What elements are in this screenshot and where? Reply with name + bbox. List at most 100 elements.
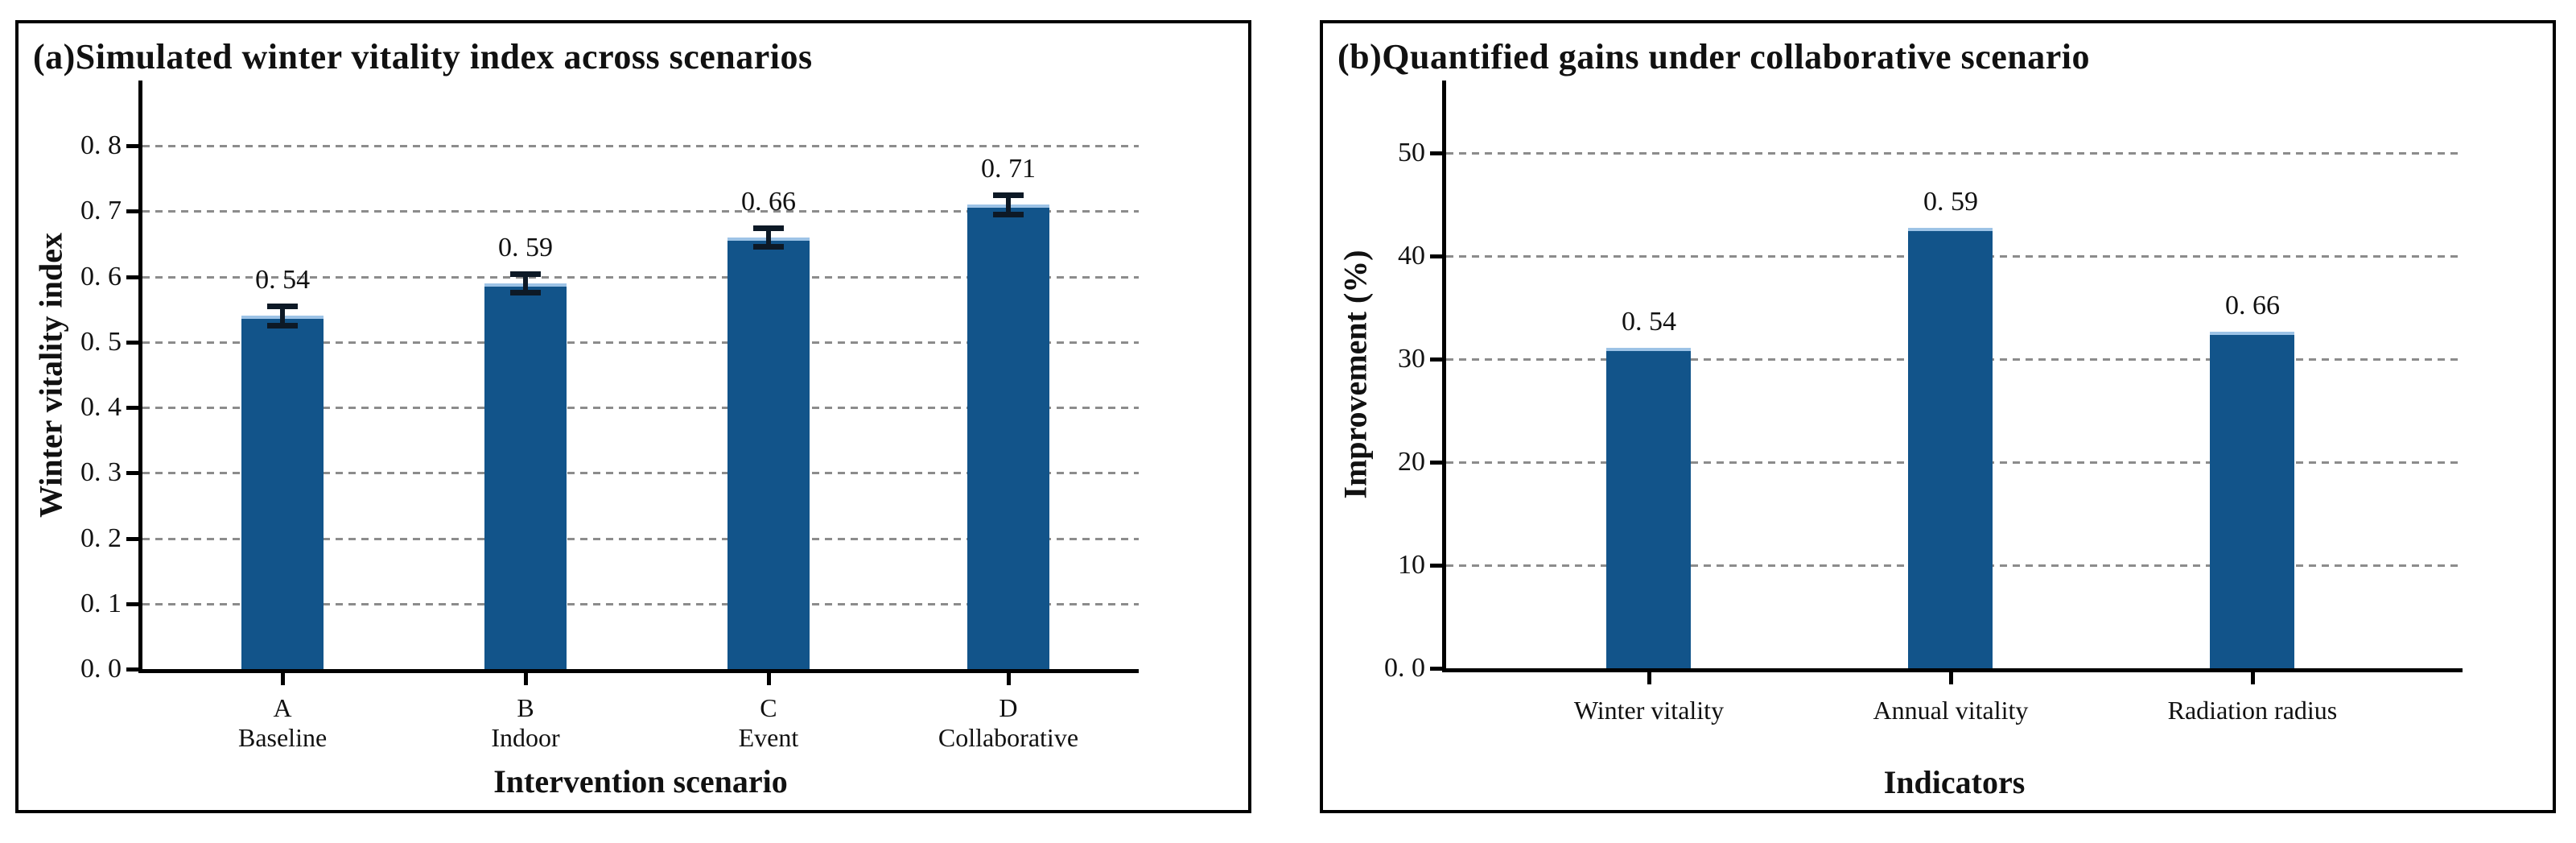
error-bar-cap-bottom	[992, 211, 1024, 217]
gridline-0. 1	[142, 602, 1139, 605]
bar-top-edge	[1908, 228, 1993, 232]
y-tick	[1430, 254, 1442, 258]
category-label-3: D Collaborative	[823, 693, 1193, 753]
error-bar-whisker	[523, 273, 528, 293]
bar-value-label: 0. 54	[1621, 306, 1676, 337]
y-tick-label: 0. 5	[80, 326, 122, 357]
bar-value-label: 0. 66	[740, 186, 796, 217]
y-tick-label: 50	[1398, 137, 1425, 167]
y-tick-label: 40	[1398, 240, 1425, 271]
error-bar-cap-top	[992, 192, 1024, 199]
x-axis-baseline	[1442, 668, 2463, 672]
y-axis-spine	[1442, 81, 1446, 672]
y-tick	[1430, 151, 1442, 155]
panel-a-chart: 0. 0 0. 1 0. 2 0. 3 0. 4 0. 5 0. 6 0. 7 0. 8 0. 5…	[19, 23, 1248, 810]
panel-b-chart: 0. 0 10 20 30 40 50 0. 54 Winter vitality 0. 59 A…	[1323, 23, 2553, 810]
y-axis-title: Improvement (%)	[1337, 250, 1374, 499]
x-axis-title: Intervention scenario	[493, 763, 788, 800]
gridline-0. 6	[142, 275, 1139, 279]
bar-value-label: 0. 54	[255, 265, 311, 295]
y-tick	[126, 275, 138, 279]
panel-a: (a)Simulated winter vitality index acros…	[15, 20, 1251, 813]
gridline-0. 5	[142, 341, 1139, 344]
error-bar-whisker	[1005, 195, 1011, 215]
error-bar-cap-top	[510, 271, 541, 277]
category-label-1: B Indoor	[340, 693, 711, 753]
bar-value-label: 0. 59	[1923, 187, 1978, 217]
y-tick	[126, 340, 138, 345]
y-tick	[126, 406, 138, 411]
category-label-line: Indoor	[491, 723, 560, 752]
y-tick	[1430, 667, 1442, 671]
y-axis-spine	[138, 81, 142, 673]
y-tick-label: 0. 0	[1384, 653, 1425, 683]
category-label-line: D	[999, 693, 1018, 722]
bar-value-label: 0. 71	[980, 154, 1036, 184]
x-tick	[281, 673, 286, 685]
y-tick	[126, 471, 138, 476]
x-tick	[1647, 672, 1651, 684]
bar-top-edge	[2210, 332, 2295, 336]
y-tick	[126, 667, 138, 672]
bar-top-edge	[1606, 347, 1692, 351]
error-bar-cap-bottom	[510, 289, 541, 295]
gridline-0. 3	[142, 472, 1139, 475]
y-tick	[126, 209, 138, 214]
x-axis-title: Indicators	[1883, 764, 2026, 800]
category-label-line: Radiation radius	[2167, 696, 2338, 725]
category-label-2: C Event	[583, 693, 954, 753]
error-bar-cap-bottom	[267, 322, 299, 329]
x-tick	[766, 673, 771, 685]
bar-1	[1908, 228, 1993, 668]
x-axis-baseline	[138, 669, 1139, 673]
gridline-0. 8	[142, 145, 1139, 148]
panel-a-title: (a)Simulated winter vitality index acros…	[33, 37, 813, 76]
category-label-line: Baseline	[237, 723, 328, 752]
y-tick-label: 10	[1398, 549, 1425, 580]
bar-2	[727, 237, 810, 669]
error-bar-cap-top	[752, 225, 784, 231]
x-tick	[2250, 672, 2255, 684]
y-tick-label: 0. 4	[80, 392, 122, 423]
category-label-2: Radiation radius	[2067, 696, 2438, 725]
y-tick-label: 0. 2	[80, 523, 122, 553]
gridline-0. 2	[142, 537, 1139, 540]
bar-0	[1606, 347, 1692, 668]
gridline-50	[1446, 151, 2463, 155]
bar-2	[2210, 332, 2295, 668]
x-tick	[1948, 672, 1953, 684]
y-tick	[126, 536, 138, 541]
category-label-0: Winter vitality	[1464, 696, 1834, 725]
bar-3	[967, 205, 1049, 669]
gridline-0. 4	[142, 407, 1139, 410]
bar-value-label: 0. 59	[498, 232, 553, 262]
category-label-1: Annual vitality	[1766, 696, 2136, 725]
y-tick-label: 0. 8	[80, 130, 122, 161]
y-tick-label: 0. 7	[80, 196, 122, 226]
y-tick	[1430, 357, 1442, 362]
y-tick-label: 0. 3	[80, 457, 122, 488]
panel-b-title: (b)Quantified gains under collaborative …	[1337, 37, 2090, 76]
bar-value-label: 0. 66	[2224, 291, 2280, 321]
y-axis-title: Winter vitality index	[32, 232, 69, 518]
y-tick-label: 0. 1	[80, 588, 122, 618]
category-label-line: Collaborative	[938, 723, 1079, 752]
y-tick-label: 30	[1398, 343, 1425, 374]
error-bar-cap-bottom	[752, 244, 784, 250]
y-tick-label: 0. 0	[80, 654, 122, 684]
bar-1	[484, 283, 567, 669]
gridline-0. 7	[142, 210, 1139, 213]
bar-0	[241, 316, 324, 669]
error-bar-whisker	[280, 306, 286, 326]
y-tick-label: 0. 6	[80, 261, 122, 291]
y-tick	[1430, 460, 1442, 465]
category-label-line: B	[517, 693, 534, 722]
panel-b: (b)Quantified gains under collaborative …	[1320, 20, 2556, 813]
x-tick	[524, 673, 528, 685]
y-tick	[126, 144, 138, 149]
category-label-line: A	[273, 693, 292, 722]
x-tick	[1006, 673, 1011, 685]
error-bar-cap-top	[267, 304, 299, 310]
category-label-line: Event	[738, 723, 799, 752]
